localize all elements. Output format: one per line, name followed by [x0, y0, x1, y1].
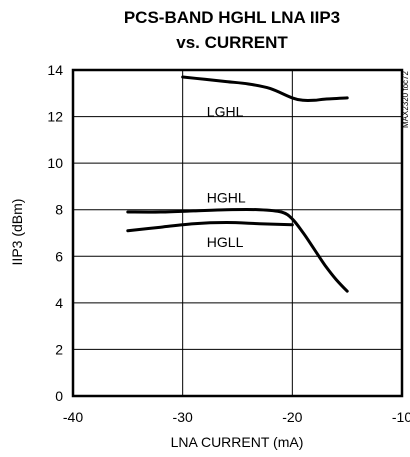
tick-labels: -40 -30 -20 -10 0 2 4 6 8 10 12 14	[47, 62, 410, 425]
series-line-lghl	[181, 75, 349, 103]
y-tick-label: 6	[55, 248, 63, 264]
series-label-lghl: LGHL	[207, 104, 244, 120]
y-tick-label: 0	[55, 388, 63, 404]
series-line-hghl	[126, 207, 349, 293]
series-labels: LGHL HGHL HGLL	[207, 104, 246, 250]
y-tick-label: 14	[47, 62, 63, 78]
y-tick-label: 12	[47, 109, 63, 125]
x-tick-label: -40	[63, 409, 83, 425]
chart-code-watermark: MAX2320 toc72	[401, 71, 410, 128]
x-tick-label: -20	[282, 409, 302, 425]
series-label-hghl: HGHL	[207, 190, 246, 206]
y-axis-label: IIP3 (dBm)	[9, 199, 25, 266]
series-label-hgll: HGLL	[207, 234, 244, 250]
y-tick-label: 8	[55, 202, 63, 218]
x-axis-label: LNA CURRENT (mA)	[171, 434, 304, 450]
y-tick-label: 4	[55, 295, 63, 311]
plot-frame	[71, 68, 404, 398]
series-line-hgll	[126, 221, 294, 233]
chart-title-line-2: vs. CURRENT	[176, 33, 288, 52]
x-tick-label: -10	[392, 409, 410, 425]
y-tick-label: 2	[55, 341, 63, 357]
y-tick-label: 10	[47, 155, 63, 171]
x-tick-label: -30	[173, 409, 193, 425]
series-lines	[126, 75, 349, 293]
chart-title-line-1: PCS-BAND HGHL LNA IIP3	[124, 8, 340, 27]
